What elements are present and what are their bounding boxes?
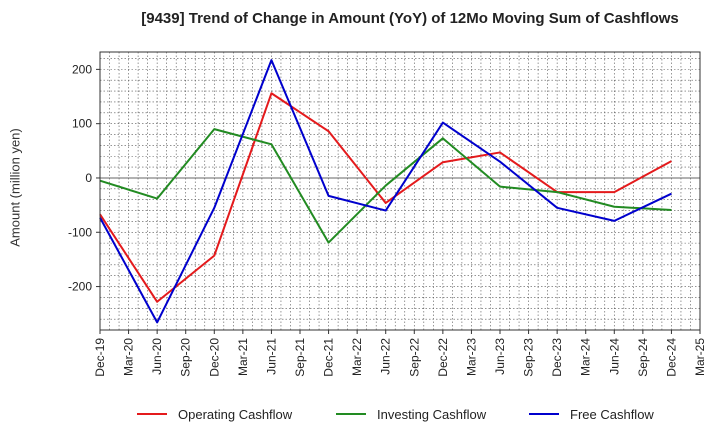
x-tick-label: Dec-21: [322, 338, 336, 377]
legend: Operating Cashflow Investing Cashflow Free…: [137, 407, 654, 422]
x-tick-label: Dec-24: [664, 338, 678, 377]
y-tick-label: -200: [68, 280, 92, 294]
y-tick-label: -100: [68, 225, 92, 239]
x-tick-label: Mar-21: [236, 338, 250, 376]
legend-label-operating-cashflow: Operating Cashflow: [178, 407, 293, 422]
series-line-free-cashflow: [99, 59, 672, 324]
x-tick-label: Dec-20: [207, 338, 221, 377]
series-line-investing-cashflow: [99, 128, 672, 244]
series-line-operating-cashflow: [99, 92, 672, 303]
x-tick-label: Sep-20: [179, 338, 193, 377]
x-tick-label: Mar-24: [579, 338, 593, 376]
chart-title: [9439] Trend of Change in Amount (YoY) o…: [141, 10, 679, 27]
x-tick-label: Dec-23: [550, 338, 564, 377]
plot-frame: [99, 51, 701, 331]
x-tick-label: Mar-22: [350, 338, 364, 376]
x-tick-label: Jun-23: [493, 338, 507, 375]
x-tick-label: Jun-20: [150, 338, 164, 375]
x-tick-label: Sep-21: [293, 338, 307, 377]
legend-label-investing-cashflow: Investing Cashflow: [377, 407, 487, 422]
tick-layer: 200 100 0 -100 -200 Dec-19 Mar-20 Jun-20 Sep-20 D…: [68, 62, 707, 376]
y-tick-label: 200: [72, 62, 92, 76]
x-tick-label: Mar-23: [464, 338, 478, 376]
x-tick-label: Sep-23: [522, 338, 536, 377]
x-tick-label: Dec-22: [436, 338, 450, 377]
x-tick-label: Mar-20: [122, 338, 136, 376]
x-tick-label: Dec-19: [93, 338, 107, 377]
x-tick-label: Jun-21: [264, 338, 278, 375]
y-tick-label: 100: [72, 117, 92, 131]
x-tick-label: Jun-24: [607, 338, 621, 375]
legend-label-free-cashflow: Free Cashflow: [570, 407, 654, 422]
x-tick-label: Sep-24: [636, 338, 650, 377]
grid-layer: [99, 52, 701, 330]
y-tick-label: 0: [85, 171, 92, 185]
series-layer: [99, 59, 672, 324]
x-tick-label: Sep-22: [407, 338, 421, 377]
x-tick-label: Jun-22: [379, 338, 393, 375]
x-tick-label: Mar-25: [693, 338, 707, 376]
